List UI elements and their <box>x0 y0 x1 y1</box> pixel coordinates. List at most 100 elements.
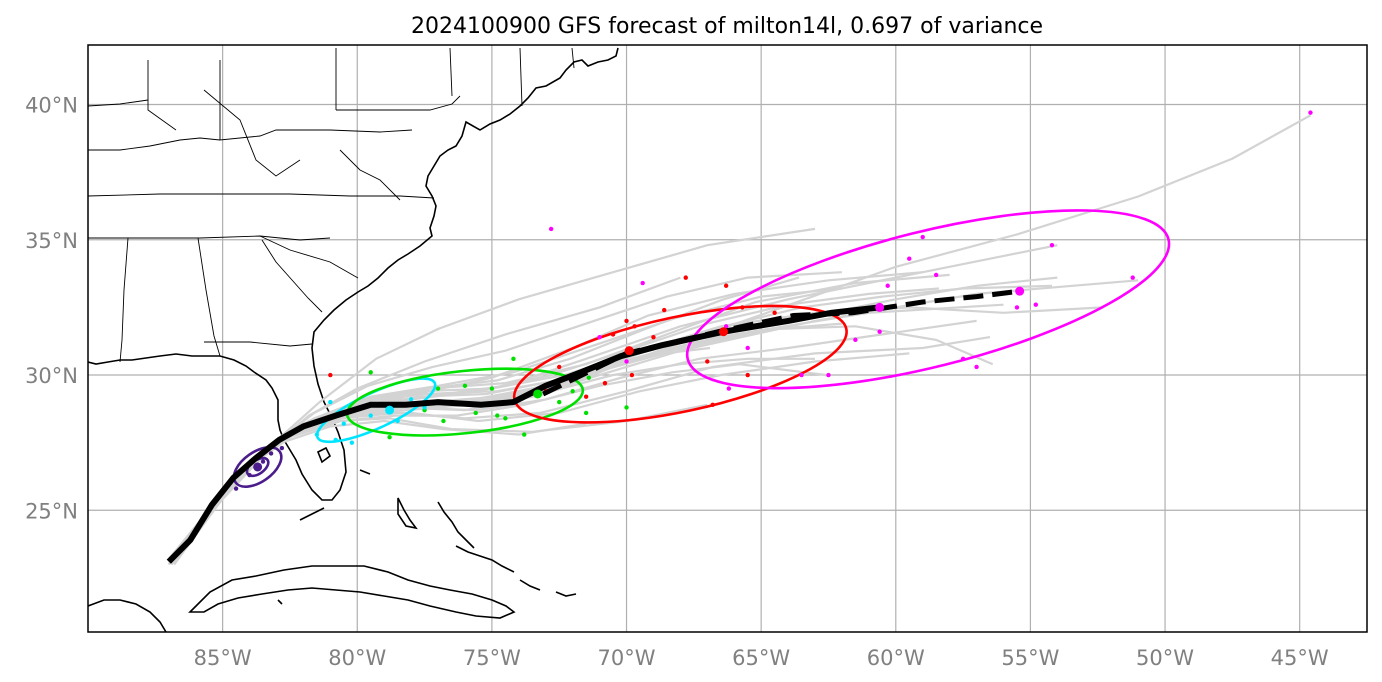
state-border-new-england <box>449 47 575 107</box>
member-endpoint-66 <box>333 437 338 443</box>
member-endpoint-9 <box>511 356 516 361</box>
x-tick-label-7: 50°W <box>1136 646 1194 670</box>
member-endpoint-27 <box>662 307 667 313</box>
mean-marker-1 <box>385 405 395 415</box>
member-endpoint-5 <box>473 410 478 416</box>
state-border-va-nc <box>88 193 435 199</box>
chart-title: 2024100900 GFS forecast of milton14l, 0.… <box>411 14 1043 39</box>
member-endpoint-28 <box>683 275 688 280</box>
member-endpoint-50 <box>974 364 979 370</box>
member-endpoint-57 <box>726 386 732 391</box>
state-border-wv <box>147 60 401 201</box>
member-endpoint-30 <box>710 402 715 407</box>
member-endpoint-12 <box>557 399 562 405</box>
state-border-al-ga <box>197 237 221 357</box>
member-endpoint-3 <box>441 418 446 424</box>
member-endpoint-24 <box>624 318 629 324</box>
member-endpoint-42 <box>826 372 831 378</box>
x-tick-label-3: 70°W <box>598 646 656 670</box>
member-endpoint-53 <box>1049 242 1055 248</box>
state-border-pa-md <box>219 60 413 141</box>
y-axis-ticks: 25°N 30°N 35°N 40°N <box>25 94 78 524</box>
member-endpoint-39 <box>723 324 729 329</box>
member-endpoint-54 <box>1130 275 1135 280</box>
coastline-bahamas-5 <box>277 469 371 605</box>
uncertainty-ellipse-0 <box>232 446 283 488</box>
coastline-bahamas-2 <box>437 501 475 549</box>
x-tick-label-8: 45°W <box>1271 646 1329 670</box>
member-endpoint-4 <box>462 383 468 389</box>
member-endpoint-36 <box>640 280 645 286</box>
y-tick-label-3: 40°N <box>25 94 78 118</box>
state-border-ky-tn <box>88 137 221 151</box>
lake-okeechobee <box>316 446 332 464</box>
member-endpoint-31 <box>723 283 729 288</box>
member-endpoint-29 <box>705 359 710 364</box>
map-frame <box>87 44 1368 633</box>
member-endpoint-43 <box>853 337 858 343</box>
coastlines <box>88 47 619 632</box>
member-endpoint-10 <box>522 432 527 437</box>
member-endpoint-8 <box>503 416 508 421</box>
member-endpoint-68 <box>233 486 239 491</box>
mean-marker-3 <box>624 346 634 356</box>
member-endpoint-16 <box>586 375 592 380</box>
mean-track-solid <box>166 304 880 564</box>
mean-marker-0 <box>253 462 263 472</box>
state-border-ny-pa <box>335 48 461 111</box>
ensemble-mean-track <box>166 288 1021 564</box>
x-tick-label-1: 80°W <box>328 646 386 670</box>
member-endpoint-61 <box>368 413 373 418</box>
member-endpoint-69 <box>247 472 252 478</box>
member-endpoint-59 <box>341 421 346 426</box>
mean-marker-5 <box>875 302 885 312</box>
member-endpoint-7 <box>495 413 500 418</box>
member-endpoint-22 <box>602 380 608 386</box>
member-endpoint-71 <box>268 451 274 456</box>
member-endpoint-47 <box>907 256 912 261</box>
member-endpoint-46 <box>920 234 925 240</box>
mean-marker-6 <box>1015 286 1025 296</box>
member-endpoint-23 <box>610 332 616 337</box>
x-tick-label-5: 60°W <box>867 646 925 670</box>
coastline-bahamas-1 <box>397 497 418 530</box>
member-endpoint-18 <box>328 372 333 378</box>
member-endpoint-21 <box>583 394 589 399</box>
member-endpoint-14 <box>583 410 589 416</box>
x-axis-ticks: 85°W 80°W 75°W 70°W 65°W 60°W 55°W 50°W 45°W <box>194 646 1329 670</box>
member-endpoint-15 <box>624 405 629 410</box>
member-endpoint-20 <box>557 364 562 370</box>
member-endpoint-40 <box>745 345 750 351</box>
member-endpoint-6 <box>489 386 495 391</box>
coastline-bahamas-4 <box>519 579 577 597</box>
member-endpoint-58 <box>328 399 333 405</box>
member-endpoint-34 <box>772 310 777 316</box>
member-endpoint-48 <box>933 272 939 278</box>
map-plot-area[interactable] <box>88 45 1367 632</box>
member-endpoint-1 <box>387 435 392 440</box>
state-border-nc-sc <box>259 235 359 279</box>
coastline-yucatan <box>88 599 167 632</box>
member-endpoint-49 <box>960 356 966 361</box>
coastline-cuba <box>188 565 516 619</box>
member-endpoint-0 <box>368 370 373 375</box>
x-tick-label-4: 65°W <box>732 646 790 670</box>
member-endpoint-17 <box>435 386 441 391</box>
y-tick-label-1: 30°N <box>25 364 78 388</box>
member-endpoint-13 <box>570 389 575 394</box>
member-endpoint-35 <box>629 372 635 378</box>
state-border-ms-al <box>119 237 129 363</box>
x-tick-label-2: 75°W <box>463 646 521 670</box>
state-border-oh-in <box>88 99 149 107</box>
y-tick-label-0: 25°N <box>25 499 78 523</box>
member-endpoint-38 <box>624 359 629 364</box>
member-endpoint-70 <box>260 459 266 464</box>
state-border-tn-ga <box>88 235 331 241</box>
x-tick-label-0: 85°W <box>194 646 252 670</box>
coastline-bahamas-3 <box>455 545 515 573</box>
member-endpoint-55 <box>1308 110 1313 115</box>
uncertainty-ellipse-5 <box>685 209 1171 390</box>
member-endpoint-52 <box>1033 302 1039 307</box>
coastline-us-east <box>88 47 619 501</box>
